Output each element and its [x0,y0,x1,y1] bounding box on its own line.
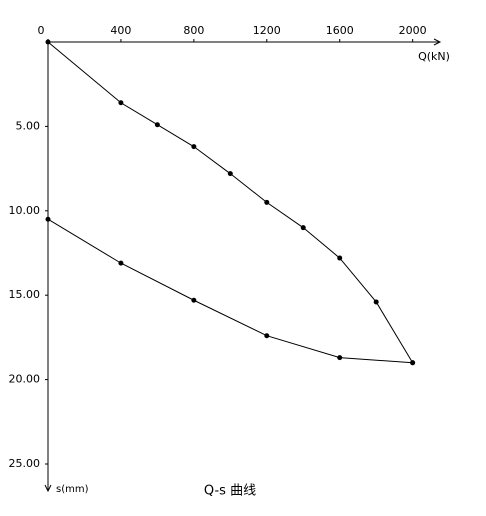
data-point [45,216,51,222]
x-tick-label: 0 [38,24,45,37]
data-point [154,122,160,128]
x-tick-label: 1600 [326,24,354,37]
chart-title: Q-s 曲线 [204,484,256,499]
y-tick-label: 5.00 [16,119,41,132]
x-axis-arrow [433,38,442,46]
data-point [337,355,343,361]
data-point [118,260,124,266]
data-point [191,297,197,303]
data-point [410,360,416,366]
x-tick-label: 800 [183,24,204,37]
data-point [373,299,379,305]
x-tick-label: 2000 [399,24,427,37]
data-point [191,144,197,150]
data-point [264,333,270,339]
y-tick-label: 10.00 [9,204,41,217]
series-line [47,41,414,363]
x-tick-label: 1200 [253,24,281,37]
data-point [45,39,51,45]
x-axis-label: Q(kN) [418,50,450,63]
data-point [264,199,270,205]
y-tick-label: 25.00 [9,457,41,470]
data-point [118,100,124,106]
y-axis-label: s(mm) [56,484,89,495]
y-tick-label: 15.00 [9,288,41,301]
series-line [47,218,413,364]
data-point [337,255,343,261]
x-tick-label: 400 [110,24,131,37]
y-axis-arrow [44,484,52,493]
data-point [300,225,306,231]
y-tick-label: 20.00 [9,373,41,386]
data-point [227,171,233,177]
